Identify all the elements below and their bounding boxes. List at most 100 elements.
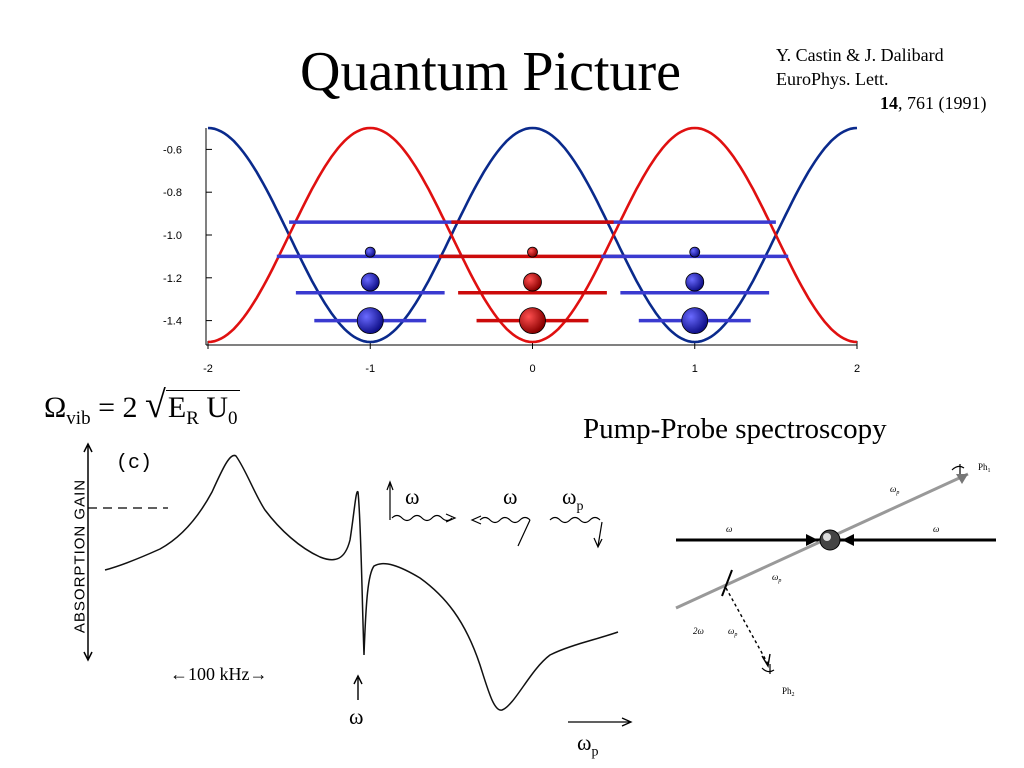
inset-wave-2-arrow-icon — [470, 515, 482, 525]
y-tick-label: -1.2 — [163, 273, 182, 285]
pump-right-arrow-icon — [842, 534, 854, 546]
spectrum-trace — [104, 454, 619, 711]
formula-omega: Ω — [44, 391, 67, 424]
inset-label-2: ω — [503, 484, 517, 509]
photodiode-2-label-text: Ph — [782, 686, 792, 696]
formula-equals: = 2 — [90, 391, 145, 424]
y-tick-label: -0.6 — [163, 144, 182, 156]
inset-wave-2 — [479, 516, 531, 524]
photodiode-2-label-sub: 2 — [792, 692, 795, 698]
formula-radicand: ER U0 — [165, 390, 240, 429]
formula-U: U — [198, 391, 229, 424]
y-tick-label: -1.0 — [163, 230, 182, 242]
citation-journal: EuroPhys. Lett. — [776, 69, 889, 89]
scattered-label-sub: p — [733, 632, 737, 638]
axis-arrow-up-icon — [83, 442, 93, 453]
blue-atom-large — [356, 307, 384, 335]
citation-volume-pages: 14, 761 (1991) — [776, 91, 987, 115]
sqrt-icon: √ — [145, 384, 166, 426]
vibration-frequency-formula: Ωvib = 2 √ER U0 — [44, 383, 240, 430]
inset-drop-arrow-icon — [593, 537, 603, 549]
blue-atom-small — [689, 246, 701, 258]
formula-U-sub: 0 — [228, 408, 238, 429]
omega-marker-label: ω — [349, 704, 364, 729]
red-atom-large — [519, 307, 546, 335]
citation: Y. Castin & J. Dalibard EuroPhys. Lett. … — [776, 43, 987, 115]
probe-axis-omega: ω — [577, 730, 592, 755]
pump-label-right: ω — [933, 524, 939, 534]
photodiode-1-icon — [951, 464, 965, 474]
red-atom-small — [527, 246, 538, 258]
y-tick-label: -1.4 — [163, 316, 182, 328]
x-tick-label: 1 — [692, 363, 698, 375]
y-ticks: -0.6 -0.8 -1.0 -1.2 -1.4 — [163, 144, 212, 328]
citation-authors: Y. Castin & J. Dalibard — [776, 45, 944, 65]
slide-title: Quantum Picture — [300, 41, 682, 103]
formula-E-sub: R — [186, 408, 199, 429]
photon-scheme-inset: ω ω ωp — [386, 480, 603, 549]
x-tick-label: 0 — [529, 363, 535, 375]
formula-omega-sub: vib — [66, 408, 91, 429]
panel-label: (c) — [116, 452, 153, 475]
blue-atom-small — [364, 246, 376, 258]
blue-atom-large — [681, 307, 709, 335]
detector-arm-icon — [721, 569, 733, 597]
scattered-beam-arrow-icon — [761, 653, 771, 668]
axis-arrow-down-icon — [83, 651, 93, 662]
y-tick-label: -0.8 — [163, 187, 182, 199]
formula-E: E — [167, 391, 187, 424]
probe-label-top-omega: ω — [890, 484, 896, 494]
pump-label-left: ω — [726, 524, 732, 534]
potential-curves — [207, 126, 858, 344]
probe-axis-label: ωp — [577, 730, 598, 760]
two-omega-label: 2ω — [693, 626, 704, 636]
inset-label-3: ωp — [562, 484, 583, 514]
x-tick-label: 2 — [854, 363, 860, 375]
probe-label-mid-sub: p — [777, 578, 781, 584]
blue-atom-medium — [360, 272, 380, 292]
inset-wave-3 — [549, 516, 601, 524]
frequency-scale-label: ←100 kHz→ — [170, 664, 268, 684]
probe-label-mid-omega: ω — [772, 572, 778, 582]
probe-beam-arrow-icon — [956, 474, 968, 484]
atom-wavepackets — [356, 246, 709, 335]
photodiode-1-label: Ph1 — [978, 462, 991, 474]
pump-probe-title: Pump-Probe spectroscopy — [583, 413, 887, 445]
red-atom-medium — [523, 272, 542, 292]
photodiode-2-icon — [761, 664, 775, 674]
scattered-label-omega: ω — [728, 626, 734, 636]
red-potential-curve — [207, 126, 858, 344]
inset-label-3-omega: ω — [562, 484, 576, 509]
omega-pointer-arrow-icon — [353, 674, 363, 685]
inset-wave-1 — [391, 514, 453, 522]
probe-label-top-sub: p — [895, 490, 899, 496]
probe-label-mid: ωp — [772, 572, 781, 584]
inset-label-3-sub: p — [576, 499, 583, 514]
probe-axis-arrow-icon — [621, 717, 633, 727]
blue-atom-medium — [685, 272, 705, 292]
pump-left-arrow-icon — [806, 534, 818, 546]
photodiode-1-label-text: Ph — [978, 462, 988, 472]
inset-label-1: ω — [405, 484, 419, 509]
probe-label-top: ωp — [890, 484, 899, 496]
citation-pages: , 761 (1991) — [898, 93, 987, 113]
scattered-beam-line — [725, 587, 769, 665]
atom-highlight-icon — [823, 533, 831, 541]
inset-wave-1-arrow-icon — [445, 513, 457, 523]
inset-drop-line-2 — [517, 519, 531, 547]
photodiode-2-label: Ph2 — [782, 686, 795, 698]
probe-axis-sub: p — [591, 744, 599, 760]
citation-volume: 14 — [880, 93, 898, 113]
x-tick-label: -2 — [203, 363, 213, 375]
photodiode-1-label-sub: 1 — [988, 468, 991, 474]
blue-potential-curve — [207, 126, 858, 344]
x-tick-label: -1 — [365, 363, 375, 375]
inset-up-arrow-icon — [386, 480, 394, 491]
scattered-label: ωp — [728, 626, 737, 638]
inset-drop-line-3 — [597, 521, 603, 547]
atom-icon — [819, 529, 841, 551]
chart-frame — [205, 128, 857, 346]
